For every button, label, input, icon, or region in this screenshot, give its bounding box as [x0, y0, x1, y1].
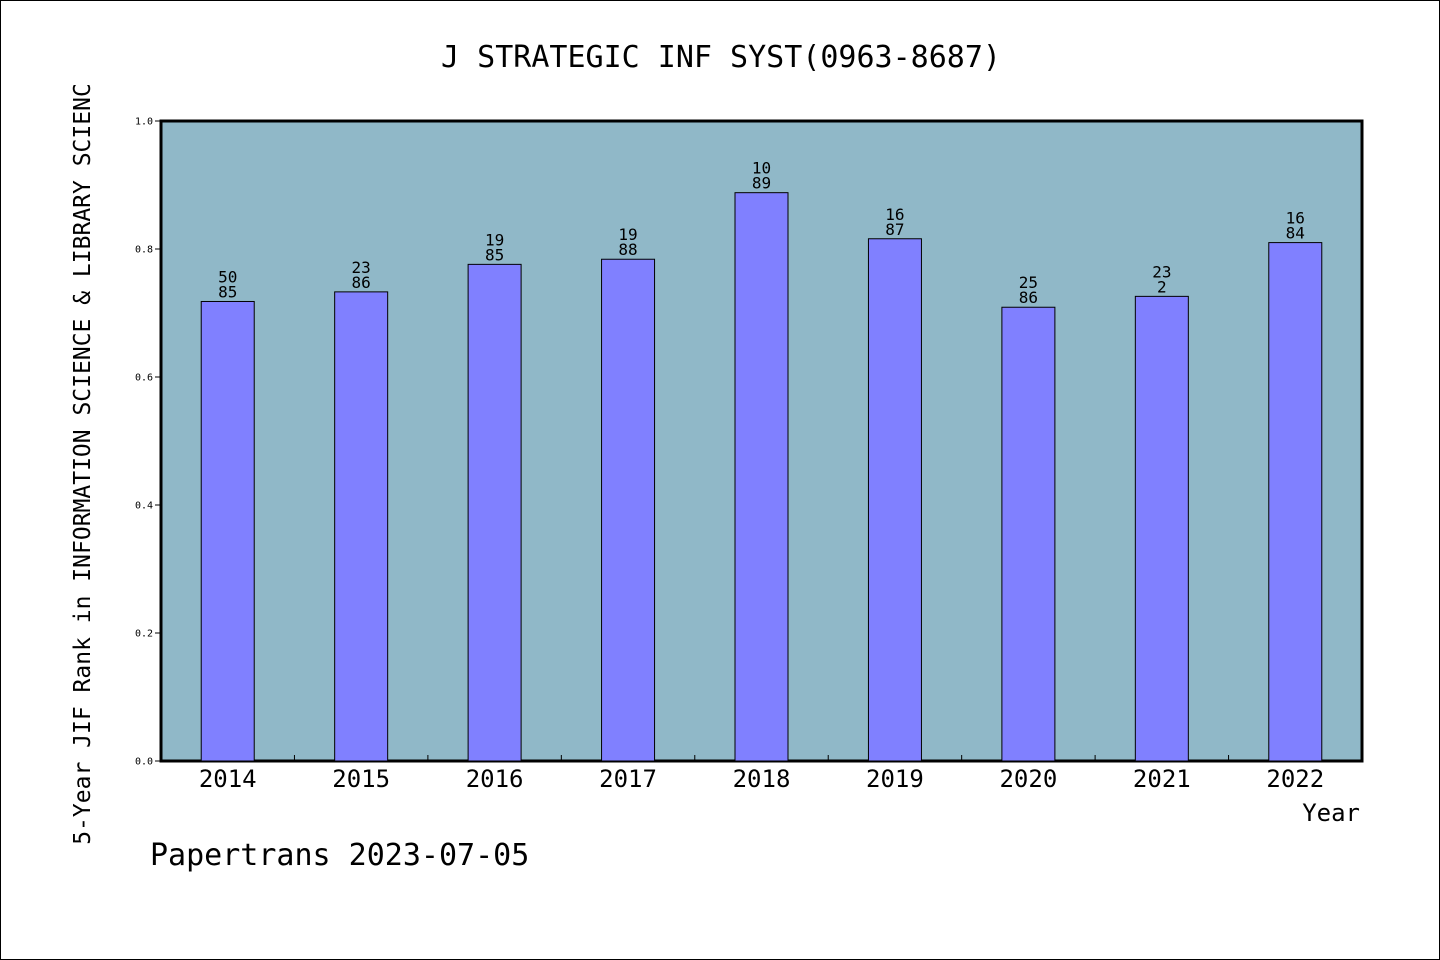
data-label-2022: 16 [1286, 209, 1305, 228]
chart-title: J STRATEGIC INF SYST(0963-8687) [441, 40, 1001, 75]
data-label-2015: 23 [352, 258, 371, 277]
x-tick-label: 2022 [1266, 765, 1324, 793]
data-label-2020: 86 [1019, 288, 1038, 307]
x-tick-label: 2020 [999, 765, 1057, 793]
footer-credit: Papertrans 2023-07-05 [150, 838, 529, 873]
data-label-2022: 84 [1286, 224, 1305, 243]
y-tick-label: 0.6 [135, 373, 153, 384]
data-label-2018: 10 [752, 159, 771, 178]
y-tick-label: 0.2 [135, 629, 153, 640]
data-label-2015: 86 [352, 273, 371, 292]
bar-2021 [1134, 295, 1189, 762]
data-label-2016: 19 [485, 230, 504, 249]
y-tick-label: 0.0 [135, 757, 153, 768]
bar-2018 [734, 192, 789, 762]
data-label-2021: 2 [1157, 277, 1167, 296]
data-label-2019: 87 [885, 220, 904, 239]
x-tick-label: 2018 [733, 765, 791, 793]
x-tick-label: 2021 [1133, 765, 1191, 793]
data-label-2017: 88 [618, 240, 637, 259]
bar-2017 [601, 258, 656, 762]
x-tick-label: 2014 [199, 765, 257, 793]
y-axis-label: 5-Year JIF Rank in INFORMATION SCIENCE &… [70, 83, 96, 845]
bar-2022 [1268, 242, 1323, 762]
data-label-2016: 85 [485, 245, 504, 264]
x-axis-dividers [293, 755, 1230, 761]
bar-2015 [334, 291, 389, 762]
bar-2016 [467, 263, 522, 762]
data-label-2021: 23 [1152, 262, 1171, 281]
data-label-2014: 50 [218, 267, 237, 286]
data-label-2019: 16 [885, 205, 904, 224]
y-tick-label: 1.0 [135, 117, 153, 128]
x-tick-label: 2016 [466, 765, 524, 793]
bar-2014 [200, 300, 255, 762]
data-label-2020: 25 [1019, 273, 1038, 292]
x-tick-label: 2015 [332, 765, 390, 793]
y-axis-ticks: 0.0 0.2 0.4 0.6 0.8 1.0 [135, 117, 161, 768]
x-tick-label: 2017 [599, 765, 657, 793]
x-axis-label: Year [1302, 799, 1360, 827]
data-label-2014: 85 [218, 282, 237, 301]
y-tick-label: 0.8 [135, 245, 153, 256]
bars [200, 192, 1323, 762]
x-axis-tick-labels: 2014 2015 2016 2017 2018 2019 2020 2021 2022 [199, 765, 1324, 793]
y-tick-label: 0.4 [135, 501, 153, 512]
x-tick-label: 2019 [866, 765, 924, 793]
data-label-2017: 19 [618, 225, 637, 244]
bar-2020 [1001, 306, 1056, 762]
bar-2019 [867, 238, 922, 762]
data-label-2018: 89 [752, 174, 771, 193]
